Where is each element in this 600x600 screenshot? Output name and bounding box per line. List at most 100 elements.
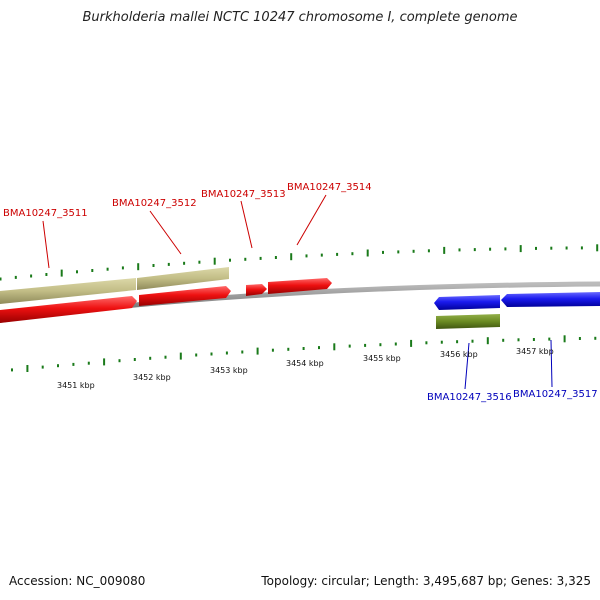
upper-tick: [121, 266, 124, 270]
lower-tick: [548, 337, 551, 341]
upper-tick: [535, 246, 537, 250]
lower-tick: [333, 343, 336, 351]
upper-tick: [183, 261, 186, 265]
upper-tick: [30, 274, 33, 278]
gene-label-3517[interactable]: BMA10247_3517: [513, 389, 598, 400]
cds-arrow-3512[interactable]: [139, 286, 231, 306]
label-line-3511: [42, 220, 50, 269]
scale-ticks-upper: [0, 244, 599, 281]
upper-tick: [14, 275, 17, 279]
lower-tick: [241, 350, 244, 354]
cds-arrow-3516[interactable]: [434, 295, 500, 310]
gene-feature-3516[interactable]: [436, 314, 500, 329]
upper-tick: [167, 262, 170, 266]
gene-label-3516[interactable]: BMA10247_3516: [427, 392, 512, 403]
lower-tick: [425, 341, 428, 345]
lower-tick: [271, 348, 274, 352]
lower-tick: [87, 361, 90, 365]
lower-tick: [149, 356, 152, 360]
lower-tick: [164, 355, 167, 359]
upper-tick: [274, 256, 277, 259]
lower-tick: [471, 339, 474, 343]
upper-tick: [443, 246, 446, 254]
lower-tick: [502, 338, 505, 342]
scale-ticks-lower: [11, 335, 597, 372]
lower-tick: [517, 338, 520, 342]
cds-arrow-3517[interactable]: [501, 292, 600, 307]
lower-tick: [225, 351, 228, 355]
upper-tick: [76, 270, 78, 274]
tick-label-3454: 3454 kbp: [286, 359, 324, 368]
gene-feature-3511[interactable]: [0, 278, 136, 304]
upper-tick: [259, 256, 262, 260]
upper-tick: [412, 249, 415, 253]
lower-tick: [394, 342, 397, 346]
upper-tick: [198, 260, 201, 264]
upper-tick: [45, 273, 48, 276]
lower-tick: [72, 362, 75, 366]
gene-label-3512[interactable]: BMA10247_3512: [112, 198, 197, 209]
lower-tick: [11, 368, 13, 372]
upper-tick: [60, 269, 63, 277]
cds-arrow-3511[interactable]: [0, 296, 137, 323]
upper-tick: [458, 248, 461, 252]
tick-label-3452: 3452 kbp: [133, 373, 171, 382]
lower-tick: [364, 343, 367, 347]
tick-label-3457: 3457 kbp: [516, 347, 554, 356]
upper-tick: [137, 263, 140, 271]
upper-tick: [596, 244, 599, 252]
lower-tick: [195, 353, 198, 357]
cds-arrow-3514[interactable]: [268, 278, 332, 294]
label-line-3514: [296, 194, 327, 246]
upper-tick: [106, 267, 109, 271]
label-line-3516: [464, 342, 470, 390]
upper-tick: [320, 253, 323, 257]
lower-tick: [563, 335, 566, 343]
lower-tick: [210, 352, 213, 356]
lower-tick: [594, 336, 597, 340]
gene-label-3514[interactable]: BMA10247_3514: [287, 182, 372, 193]
upper-tick: [427, 249, 430, 253]
lower-tick: [133, 358, 136, 361]
upper-tick: [504, 247, 507, 251]
upper-tick: [229, 258, 231, 262]
upper-tick: [366, 249, 369, 257]
lower-tick: [103, 358, 106, 366]
gene-label-3511[interactable]: BMA10247_3511: [3, 208, 88, 219]
lower-tick: [256, 347, 259, 355]
upper-tick: [152, 264, 155, 267]
upper-tick: [305, 254, 308, 258]
upper-tick: [397, 250, 400, 254]
lower-tick: [348, 344, 351, 348]
lower-tick: [379, 343, 382, 347]
gene-label-3513[interactable]: BMA10247_3513: [201, 189, 286, 200]
upper-tick: [351, 252, 354, 256]
upper-tick: [565, 246, 568, 250]
tick-label-3455: 3455 kbp: [363, 354, 401, 363]
tick-label-3456: 3456 kbp: [440, 350, 478, 359]
upper-tick: [244, 257, 247, 261]
lower-tick: [456, 340, 459, 344]
upper-tick: [550, 246, 553, 250]
upper-tick: [290, 253, 293, 261]
upper-tick: [580, 246, 583, 250]
cds-arrow-3513[interactable]: [246, 284, 267, 296]
upper-tick: [213, 257, 216, 265]
lower-tick: [578, 337, 581, 340]
gene-feature-3512[interactable]: [137, 267, 229, 290]
tick-label-3451: 3451 kbp: [57, 381, 95, 390]
lower-tick: [118, 359, 121, 363]
upper-tick: [382, 250, 384, 254]
map-title: Burkholderia mallei NCTC 10247 chromosom…: [82, 10, 518, 25]
upper-tick: [489, 247, 492, 251]
upper-tick: [519, 245, 522, 253]
lower-tick: [26, 365, 29, 372]
upper-tick: [0, 277, 2, 281]
lower-tick: [410, 339, 413, 347]
genome-summary-text: Topology: circular; Length: 3,495,687 bp…: [261, 574, 591, 588]
lower-tick: [179, 352, 182, 360]
upper-tick: [336, 252, 339, 256]
lower-tick: [486, 337, 489, 345]
lower-tick: [287, 347, 290, 351]
lower-tick: [302, 347, 305, 350]
